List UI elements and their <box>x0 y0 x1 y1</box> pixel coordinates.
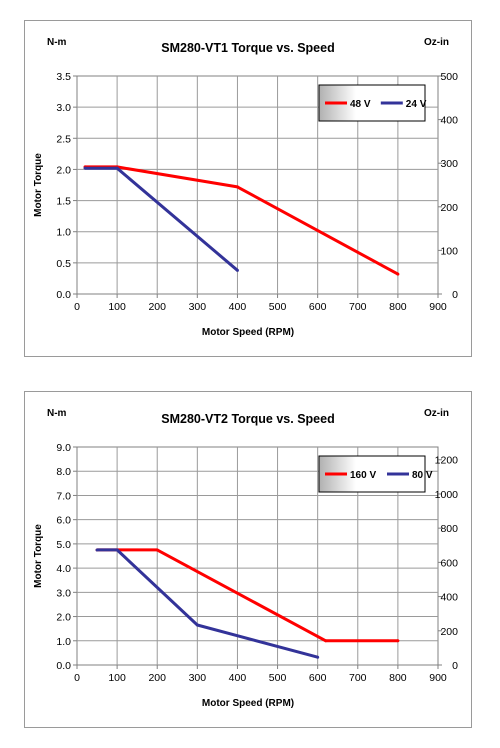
y-tick-label: 2.5 <box>56 133 71 145</box>
y-axis-label: Motor Torque <box>33 524 44 588</box>
chart-title: SM280-VT1 Torque vs. Speed <box>161 41 334 55</box>
y-tick-label: 4.0 <box>56 563 71 575</box>
x-tick-label: 900 <box>429 301 447 313</box>
y2-tick-label: 200 <box>440 202 458 214</box>
legend: 48 V 24 V <box>318 84 427 122</box>
x-tick-label: 800 <box>389 301 407 313</box>
data-point-48v <box>396 272 400 276</box>
x-tick-label: 400 <box>229 672 247 684</box>
data-point-24v <box>83 166 87 170</box>
x-tick-label: 300 <box>189 672 207 684</box>
y-tick-label: 9.0 <box>56 442 71 454</box>
y2-tick-label: 600 <box>440 557 458 569</box>
chart-panel-vt1: SM280-VT1 Torque vs. Speed N-m Oz-in 0.0 0.5… <box>24 20 472 357</box>
y-axis-label: Motor Torque <box>33 153 44 217</box>
x-tick-label: 400 <box>229 301 247 313</box>
x-tick-label: 0 <box>74 672 80 684</box>
y-tick-label: 3.0 <box>56 587 71 599</box>
x-tick-label: 200 <box>148 301 166 313</box>
data-point-80v <box>115 548 119 552</box>
x-tick-label: 600 <box>309 301 327 313</box>
data-point-160v <box>155 548 159 552</box>
chart-panel-vt2: SM280-VT2 Torque vs. Speed N-m Oz-in 0.0 1.0… <box>24 391 472 728</box>
y2-tick-label: 500 <box>440 71 458 83</box>
y-tick-label: 1.0 <box>56 636 71 648</box>
chart-title: SM280-VT2 Torque vs. Speed <box>161 412 334 426</box>
chart-vt1: SM280-VT1 Torque vs. Speed N-m Oz-in 0.0 0.5… <box>33 37 458 338</box>
data-point-80v <box>195 623 199 627</box>
y2-tick-label: 1200 <box>435 455 459 467</box>
x-tick-label: 100 <box>108 301 126 313</box>
x-tick-label: 800 <box>389 672 407 684</box>
gridlines <box>77 76 438 294</box>
y-tick-label: 8.0 <box>56 466 71 478</box>
x-tick-label: 700 <box>349 301 367 313</box>
y2-tick-label: 100 <box>440 245 458 257</box>
x-tick-label: 500 <box>269 672 287 684</box>
y2-tick-label: 800 <box>440 523 458 535</box>
y2-tick-label: 300 <box>440 158 458 170</box>
x-tick-label: 600 <box>309 672 327 684</box>
x-tick-label: 500 <box>269 301 287 313</box>
y-tick-label: 3.0 <box>56 102 71 114</box>
legend-label-24v: 24 V <box>406 99 427 110</box>
series-line-80v <box>97 548 319 659</box>
x-tick-label: 300 <box>189 301 207 313</box>
legend-label-160v: 160 V <box>350 470 376 481</box>
x-tick-label: 200 <box>148 672 166 684</box>
right-unit-label: Oz-in <box>424 37 449 48</box>
x-tick-label: 0 <box>74 301 80 313</box>
gridlines <box>77 447 438 665</box>
chart-vt2: SM280-VT2 Torque vs. Speed N-m Oz-in 0.0 1.0… <box>33 408 459 709</box>
y2-tick-label: 400 <box>440 592 458 604</box>
legend-label-48v: 48 V <box>350 99 371 110</box>
legend: 160 V 80 V <box>318 455 433 493</box>
y-tick-label: 1.0 <box>56 227 71 239</box>
right-unit-label: Oz-in <box>424 408 449 419</box>
x-axis-label: Motor Speed (RPM) <box>202 327 294 338</box>
data-point-160v <box>396 639 400 643</box>
y-tick-label: 3.5 <box>56 71 71 83</box>
y2-tick-label: 200 <box>440 626 458 638</box>
legend-label-80v: 80 V <box>412 470 433 481</box>
data-point-24v <box>115 166 119 170</box>
data-point-80v <box>95 548 99 552</box>
data-point-24v <box>235 268 239 272</box>
y2-tick-label: 0 <box>452 660 458 672</box>
x-tick-label: 700 <box>349 672 367 684</box>
y-tick-label: 7.0 <box>56 490 71 502</box>
y-tick-label: 1.5 <box>56 196 71 208</box>
data-point-48v <box>235 185 239 189</box>
x-tick-label: 900 <box>429 672 447 684</box>
left-unit-label: N-m <box>47 408 67 419</box>
y-tick-label: 0.0 <box>56 289 71 301</box>
y-tick-label: 5.0 <box>56 539 71 551</box>
y2-tick-label: 400 <box>440 115 458 127</box>
y-tick-label: 6.0 <box>56 515 71 527</box>
y-tick-label: 2.0 <box>56 164 71 176</box>
left-unit-label: N-m <box>47 37 67 48</box>
data-point-160v <box>324 639 328 643</box>
y-tick-label: 2.0 <box>56 612 71 624</box>
y2-tick-label: 0 <box>452 289 458 301</box>
x-tick-label: 100 <box>108 672 126 684</box>
data-point-80v <box>316 655 320 659</box>
x-axis-label: Motor Speed (RPM) <box>202 698 294 709</box>
y2-tick-label: 1000 <box>435 489 459 501</box>
y-tick-label: 0.0 <box>56 660 71 672</box>
y-tick-label: 0.5 <box>56 258 71 270</box>
